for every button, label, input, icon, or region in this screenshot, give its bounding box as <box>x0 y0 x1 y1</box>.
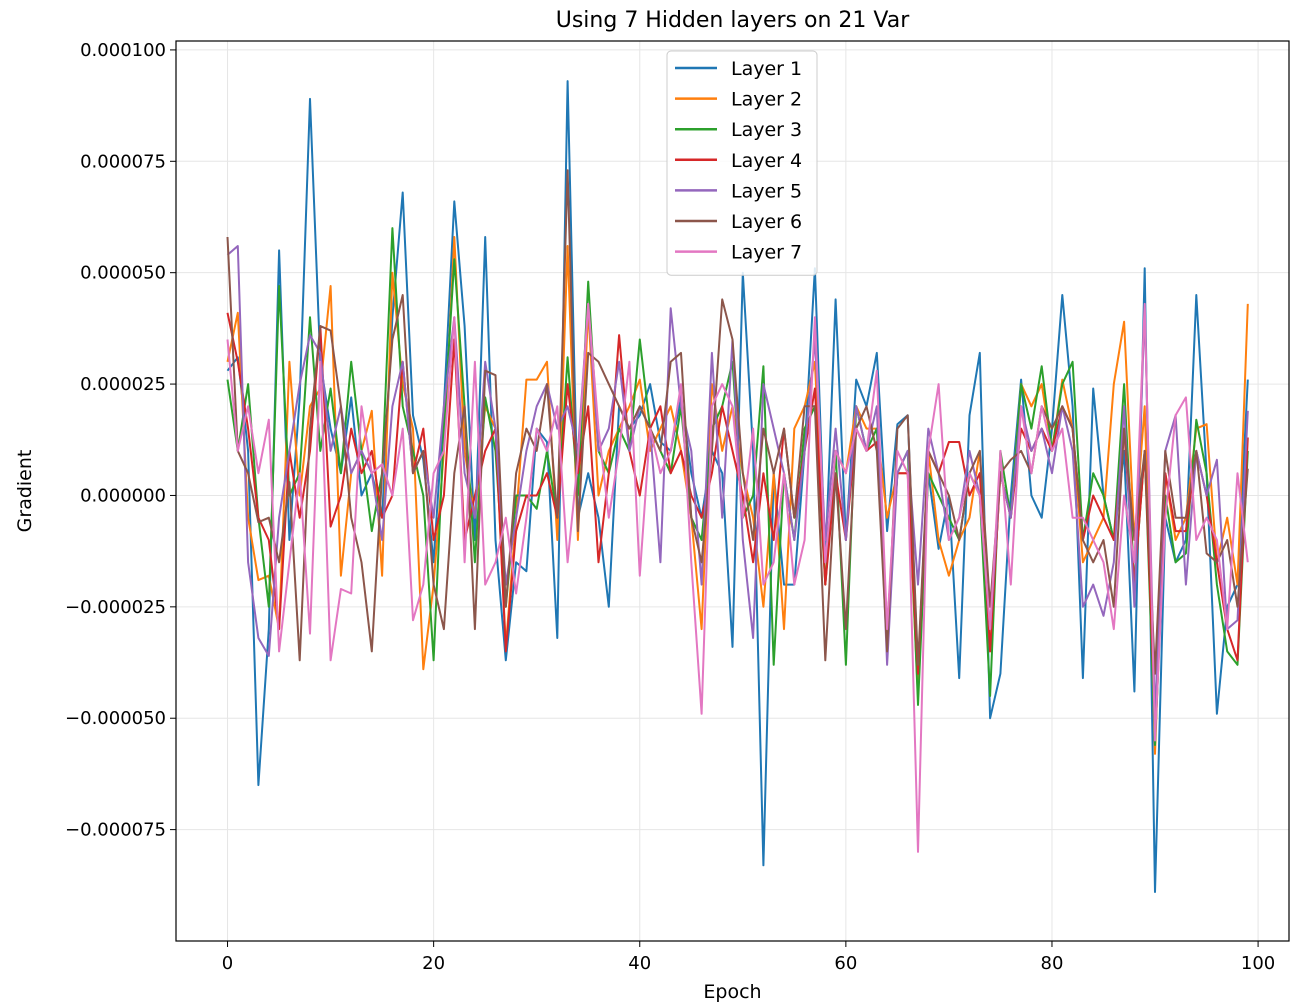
legend-label: Layer 4 <box>731 150 802 172</box>
legend-label: Layer 1 <box>731 58 802 80</box>
y-tick-label: 0.000075 <box>80 151 166 172</box>
series-line-layer-7 <box>226 302 1249 853</box>
series-lines <box>226 80 1249 893</box>
legend-label: Layer 6 <box>731 211 802 233</box>
x-axis-label: Epoch <box>703 981 761 1003</box>
x-tick-label: 20 <box>422 953 445 974</box>
x-tick-label: 60 <box>834 953 857 974</box>
legend-label: Layer 3 <box>731 119 802 141</box>
series-line-layer-6 <box>226 169 1249 675</box>
y-axis-label: Gradient <box>14 450 36 533</box>
legend-box <box>666 50 818 276</box>
x-tick-label: 100 <box>1241 953 1275 974</box>
y-tick-label: 0.000100 <box>80 40 166 61</box>
x-tick-label: 80 <box>1041 953 1064 974</box>
legend-label: Layer 2 <box>731 89 802 111</box>
plot-frame <box>175 40 1290 942</box>
series-line-layer-5 <box>226 245 1249 720</box>
legend-label: Layer 7 <box>731 242 802 264</box>
chart-title: Using 7 Hidden layers on 21 Var <box>556 8 910 33</box>
y-tick-label: 0.000025 <box>80 374 166 395</box>
y-tick-label: −0.000050 <box>65 708 166 729</box>
legend-label: Layer 5 <box>731 180 802 202</box>
y-axis-ticks: −0.000075 −0.000050 −0.000025 0.000000 0.000… <box>65 40 176 841</box>
x-tick-label: 0 <box>222 953 233 974</box>
y-tick-label: 0.000050 <box>80 263 166 284</box>
y-tick-label: −0.000075 <box>65 820 166 841</box>
x-tick-label: 40 <box>628 953 651 974</box>
x-axis-ticks: 0 20 40 60 80 100 <box>222 941 1275 974</box>
y-tick-label: 0.000000 <box>80 485 166 506</box>
legend: Layer 1 Layer 2 Layer 3 Layer 4 Layer 5 Layer… <box>666 50 818 276</box>
y-tick-label: −0.000025 <box>65 597 166 618</box>
